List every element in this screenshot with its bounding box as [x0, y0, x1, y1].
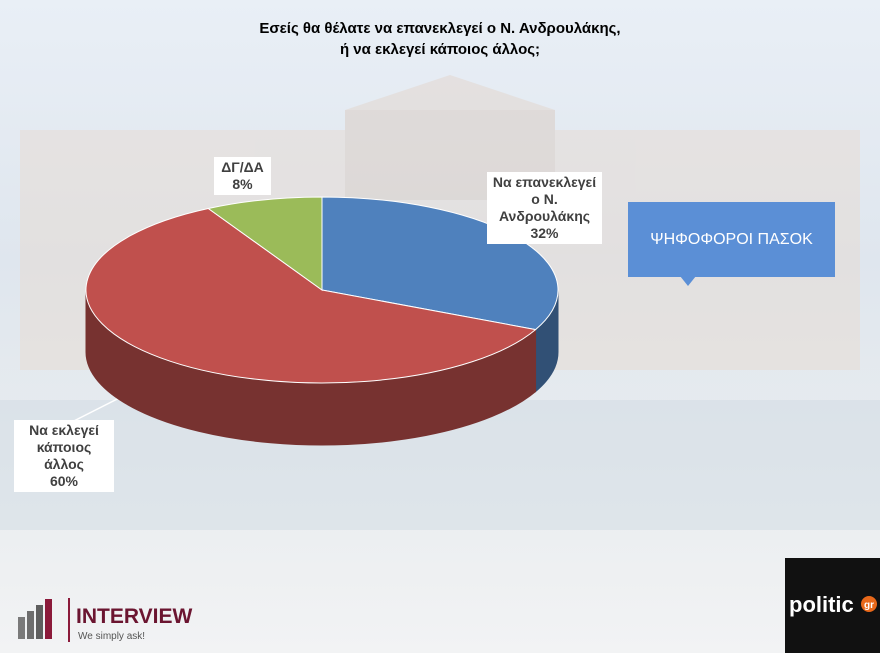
- data-label: Να επανεκλεγεί ο Ν. Ανδρουλάκης 32%: [487, 172, 602, 244]
- pie: [85, 196, 559, 446]
- label-value: 8%: [232, 176, 253, 192]
- brand-right: politic: [789, 592, 854, 617]
- slice: [85, 207, 537, 384]
- label-value: 32%: [530, 225, 559, 241]
- brand-left: INTERVIEW: [76, 605, 192, 628]
- brand-suffix: gr: [864, 600, 874, 611]
- label-value: 60%: [49, 473, 79, 489]
- politic-logo: politic gr: [785, 558, 880, 653]
- data-label: Να εκλεγεί κάποιος άλλος 60%: [14, 420, 114, 492]
- callout-pointer: [680, 276, 696, 286]
- data-label: ΔΓ/ΔΑ 8%: [214, 157, 271, 195]
- annotation: ΨΗΦΟΦΟΡΟΙ ΠΑΣΟΚ: [628, 202, 835, 277]
- label-category: Να επανεκλεγεί ο Ν. Ανδρουλάκης: [492, 174, 597, 224]
- slice: [207, 196, 323, 291]
- chart-title: Εσείς θα θέλατε να επανεκλεγεί ο Ν. Ανδρ…: [259, 20, 621, 58]
- label-category: ΔΓ/ΔΑ: [221, 159, 264, 175]
- brand-tagline: We simply ask!: [78, 631, 145, 642]
- interview-logo: INTERVIEW We simply ask!: [18, 598, 192, 642]
- label-category: Να εκλεγεί κάποιος άλλος: [29, 422, 99, 472]
